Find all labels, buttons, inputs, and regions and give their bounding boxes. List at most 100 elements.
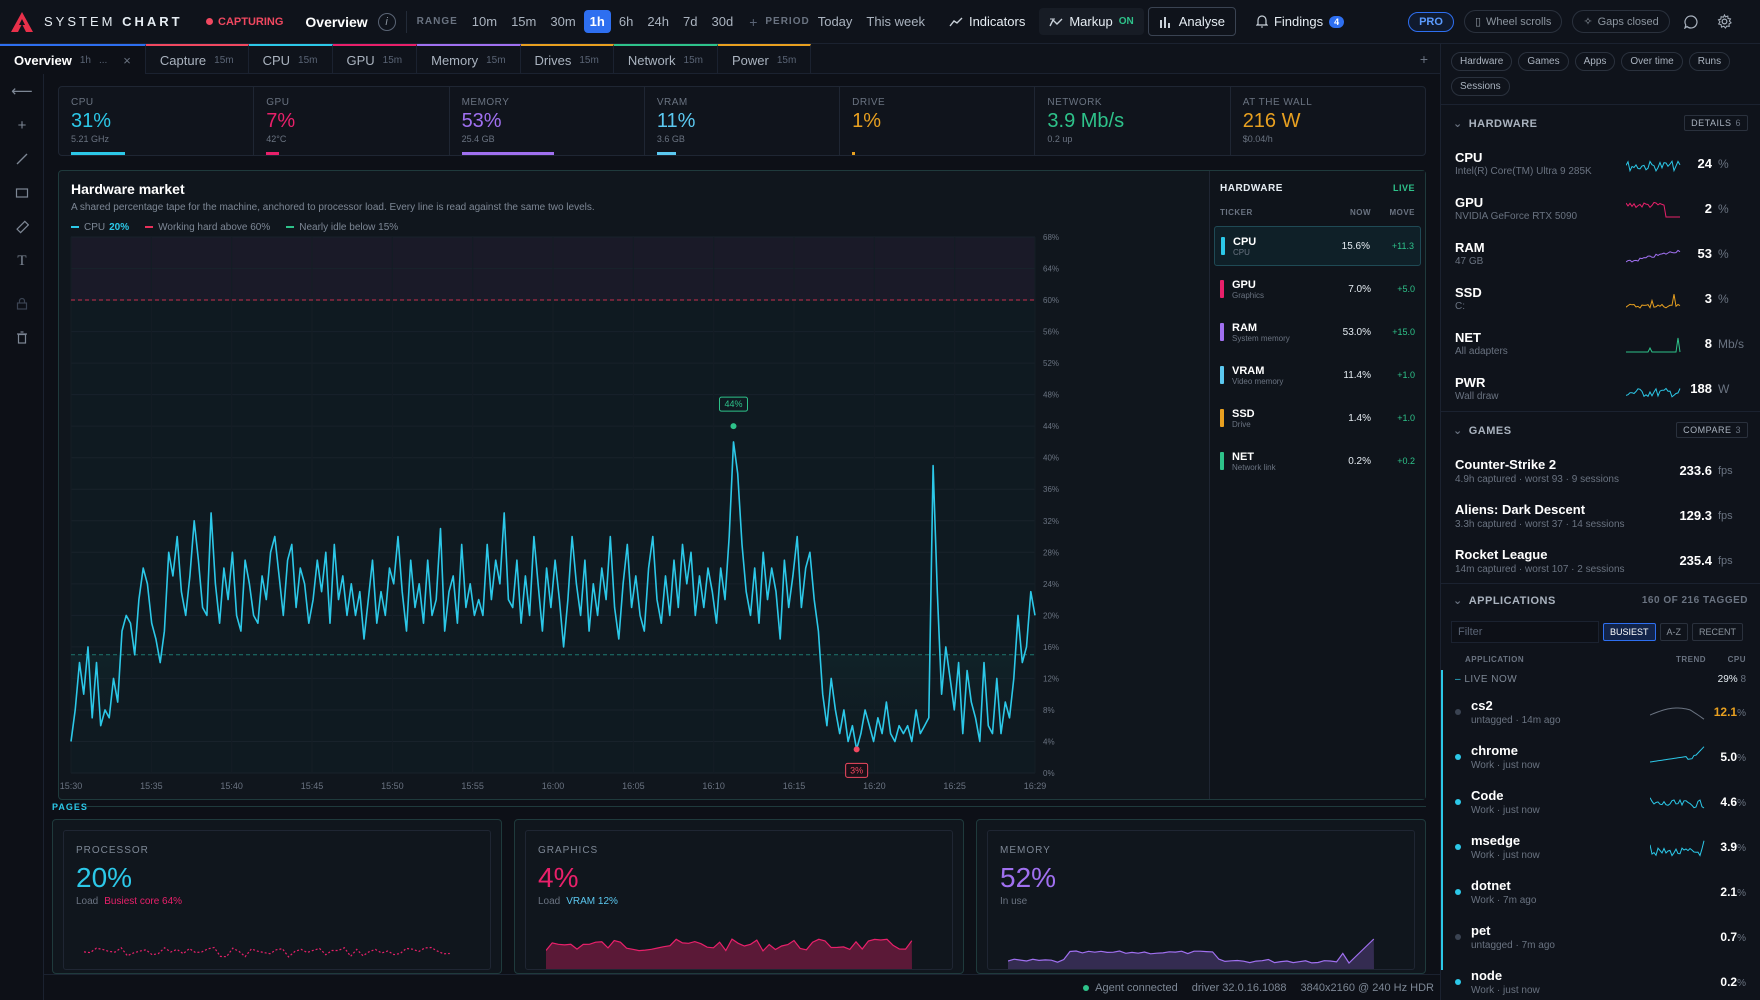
page-card-processor[interactable]: PROCESSOR 20% Load Busiest core 64% [52,819,502,974]
sidebar-hw-pwr[interactable]: PWR Wall draw 188 W [1441,366,1760,411]
sort-busiest[interactable]: BUSIEST [1603,623,1656,641]
sort-a-z[interactable]: A-Z [1659,623,1689,641]
info-icon[interactable]: i [377,12,396,31]
ticker-row-ssd[interactable]: SSD Drive 1.4% +1.0 [1214,398,1421,438]
tab-power[interactable]: Power 15m [717,44,812,74]
range-option-1h[interactable]: 1h [583,10,611,33]
ticker-row-cpu[interactable]: CPU CPU 15.6% +11.3 [1214,226,1421,266]
period-today[interactable]: Today [817,14,853,29]
logo[interactable]: SYSTEM CHART [0,11,200,33]
lock-icon[interactable] [0,286,44,320]
app-filter-input[interactable] [1451,621,1599,643]
page-card-graphics[interactable]: GRAPHICS 4% Load VRAM 12% [514,819,964,974]
capturing-indicator[interactable]: CAPTURING [206,16,283,28]
sidebar-hw-ssd[interactable]: SSD C: 3% [1441,276,1760,321]
indicators-button[interactable]: Indicators [939,8,1035,35]
range-option-7d[interactable]: 7d [683,14,698,29]
metric-at-the-wall[interactable]: AT THE WALL 216 W $0.04/h [1231,87,1425,155]
hardware-section-header[interactable]: ⌄ HARDWARE DETAILS 6 [1441,104,1760,141]
tool-rail: ⟵ + T [0,44,44,1000]
ticker-row-net[interactable]: NET Network link 0.2% +0.2 [1214,441,1421,481]
app-item-msedge[interactable]: msedge Work · just now 3.9% [1441,824,1760,869]
chat-icon[interactable] [1678,9,1704,35]
tab-cpu[interactable]: CPU 15m [248,44,333,74]
chip-hardware[interactable]: Hardware [1451,52,1513,71]
market-chart[interactable]: 0% 4% 8% 12% 16% 20% 24% 28% 32% 36% 40% 44% 48% 52% 5… [59,171,1209,799]
chip-games[interactable]: Games [1518,52,1569,71]
close-tab-icon[interactable]: × [123,52,131,68]
applications-section-header[interactable]: ⌄ APPLICATIONS 160 OF 216 TAGGED [1441,583,1760,617]
analyse-button[interactable]: Analyse [1147,7,1236,36]
tab-gpu[interactable]: GPU 15m [332,44,418,74]
range-option-6h[interactable]: 6h [618,14,634,29]
low-marker[interactable] [853,746,860,753]
legend-cpu[interactable]: CPU 20% [71,222,129,233]
ticker-row-ram[interactable]: RAM System memory 53.0% +15.0 [1214,312,1421,352]
add-range-icon[interactable]: + [749,13,758,30]
legend-high-level[interactable]: Working hard above 60% [145,222,270,233]
markup-button[interactable]: Markup ON [1039,8,1144,35]
game-sub: 3.3h captured · worst 37 · 14 sessions [1455,518,1625,530]
add-tab-icon[interactable]: + [1419,50,1428,67]
app-item-code[interactable]: Code Work · just now 4.6% [1441,779,1760,824]
metric-cpu[interactable]: CPU 31% 5.21 GHz [59,87,255,155]
ticker-row-vram[interactable]: VRAM Video memory 11.4% +1.0 [1214,355,1421,395]
sidebar-hw-gpu[interactable]: GPU NVIDIA GeForce RTX 5090 2% [1441,186,1760,231]
y-tick-label: 16% [1043,643,1059,652]
metric-vram[interactable]: VRAM 11% 3.6 GB [645,87,841,155]
range-option-30d[interactable]: 30d [711,14,734,29]
gear-icon[interactable] [1712,9,1738,35]
sidebar-hw-net[interactable]: NET All adapters 8 Mb/s [1441,321,1760,366]
metric-network[interactable]: NETWORK 3.9 Mb/s 0.2 up [1035,87,1231,155]
ruler-tool-icon[interactable] [0,210,44,244]
legend-low-level[interactable]: Nearly idle below 15% [286,222,398,233]
compare-button[interactable]: COMPARE 3 [1676,422,1748,438]
crosshair-icon[interactable]: + [17,116,27,134]
game-item[interactable]: Rocket League 14m captured · worst 107 · … [1441,538,1760,583]
sidebar-hw-cpu[interactable]: CPU Intel(R) Core(TM) Ultra 9 285K 24% [1441,141,1760,186]
text-tool-icon[interactable]: T [17,252,27,269]
range-option-30m[interactable]: 30m [550,14,576,29]
wheel-scrolls-toggle[interactable]: ▯ Wheel scrolls [1463,10,1563,33]
metric-gpu[interactable]: GPU 7% 42°C [254,87,450,155]
chip-over-time[interactable]: Over time [1621,52,1683,71]
line-tool-icon[interactable] [0,142,44,176]
range-option-24h[interactable]: 24h [647,14,670,29]
game-item[interactable]: Counter-Strike 2 4.9h captured · worst 93… [1441,448,1760,493]
games-section-header[interactable]: ⌄ GAMES COMPARE 3 [1441,411,1760,448]
chip-runs[interactable]: Runs [1688,52,1731,71]
peak-marker[interactable] [730,423,737,430]
details-button[interactable]: DETAILS 6 [1684,115,1748,131]
tab-network[interactable]: Network 15m [613,44,718,74]
range-option-10m[interactable]: 10m [471,14,498,29]
trash-icon[interactable] [0,320,44,354]
page-card-memory[interactable]: MEMORY 52% In use [976,819,1426,974]
app-item-dotnet[interactable]: dotnet Work · 7m ago 2.1% [1441,869,1760,914]
gaps-closed-toggle[interactable]: ✧ Gaps closed [1572,10,1670,33]
pro-badge[interactable]: PRO [1408,11,1454,32]
live-now-header[interactable]: – LIVE NOW 29% 8 [1441,670,1760,689]
app-item-node[interactable]: node Work · just now 0.2% [1441,959,1760,1000]
rectangle-tool-icon[interactable] [0,176,44,210]
back-arrow-icon[interactable]: ⟵ [11,83,33,100]
sort-recent[interactable]: RECENT [1692,623,1744,641]
metric-drive[interactable]: DRIVE 1% [840,87,1036,155]
metric-memory[interactable]: MEMORY 53% 25.4 GB [450,87,645,155]
tab-drives[interactable]: Drives 15m [520,44,614,74]
ticker-row-gpu[interactable]: GPU Graphics 7.0% +5.0 [1214,269,1421,309]
findings-button[interactable]: Findings 4 [1246,8,1354,35]
hw-item-text: SSD C: [1455,285,1626,312]
sidebar-hw-ram[interactable]: RAM 47 GB 53% [1441,231,1760,276]
range-option-15m[interactable]: 15m [511,14,537,29]
app-item-chrome[interactable]: chrome Work · just now 5.0% [1441,734,1760,779]
tab-capture[interactable]: Capture 15m [145,44,249,74]
chip-apps[interactable]: Apps [1574,52,1616,71]
app-item-cs2[interactable]: cs2 untagged · 14m ago 12.1% [1441,689,1760,734]
tab-overview[interactable]: Overview 1h... × [0,44,146,74]
chip-sessions[interactable]: Sessions [1451,77,1510,96]
game-item[interactable]: Aliens: Dark Descent 3.3h captured · wors… [1441,493,1760,538]
cpu-series-line[interactable] [70,441,1036,751]
app-item-pet[interactable]: pet untagged · 7m ago 0.7% [1441,914,1760,959]
period-this-week[interactable]: This week [866,14,925,29]
tab-memory[interactable]: Memory 15m [417,44,521,74]
